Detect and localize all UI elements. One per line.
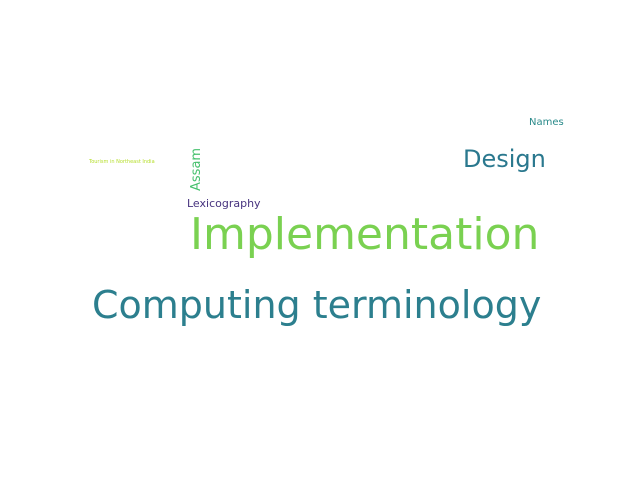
word-lexicography: Lexicography xyxy=(187,198,261,209)
word-names: Names xyxy=(529,118,564,128)
word-implementation: Implementation xyxy=(190,213,539,257)
word-tourism-in-northeast-india: Tourism in Northeast India xyxy=(89,160,155,165)
word-design: Design xyxy=(463,147,546,171)
word-computing-terminology: Computing terminology xyxy=(92,286,541,324)
word-assam: Assam xyxy=(190,148,203,191)
